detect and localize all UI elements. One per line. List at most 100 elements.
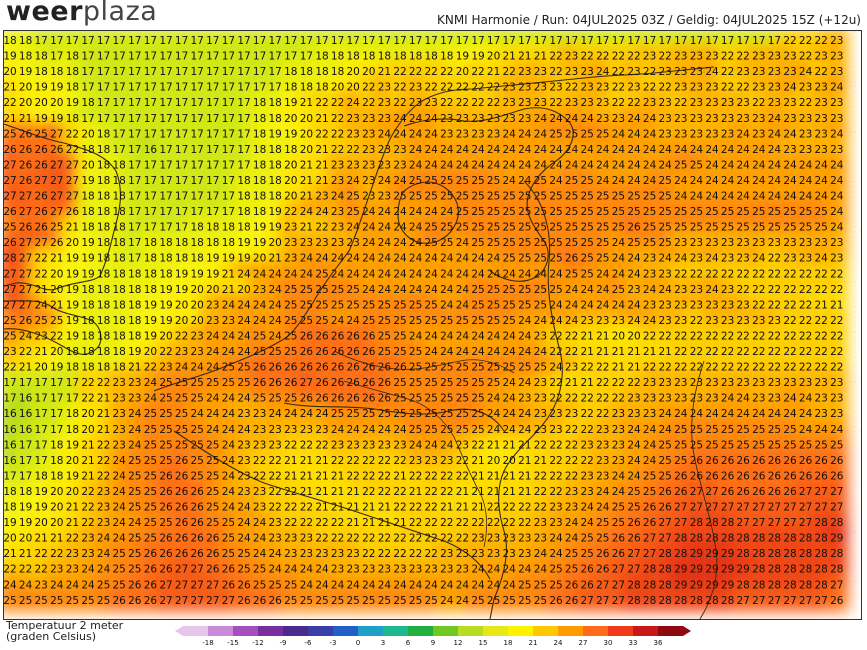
temperature-value: 27 [35, 237, 48, 249]
temperature-value: 22 [737, 268, 750, 280]
temperature-value: 24 [300, 564, 314, 576]
temperature-value: 26 [362, 377, 376, 389]
temperature-value: 23 [534, 66, 547, 78]
temperature-value: 23 [721, 237, 734, 249]
temperature-value: 18 [97, 362, 110, 374]
temperature-value: 22 [659, 362, 672, 374]
temperature-value: 17 [518, 35, 531, 47]
temperature-value: 24 [627, 268, 641, 280]
temperature-value: 18 [206, 222, 219, 234]
temperature-value: 23 [627, 82, 640, 94]
temperature-value: 23 [815, 97, 828, 109]
temperature-value: 24 [627, 455, 641, 467]
temperature-value: 28 [690, 517, 703, 529]
temperature-value: 23 [737, 299, 750, 311]
temperature-value: 23 [378, 439, 391, 451]
temperature-value: 21 [471, 502, 484, 514]
temperature-value: 23 [674, 128, 687, 140]
temperature-value: 22 [815, 330, 828, 342]
temperature-value: 23 [768, 377, 781, 389]
temperature-value: 23 [783, 66, 796, 78]
temperature-value: 25 [799, 222, 812, 234]
temperature-value: 22 [674, 330, 687, 342]
temperature-value: 18 [35, 470, 48, 482]
temperature-value: 25 [440, 237, 453, 249]
temperature-value: 23 [487, 533, 500, 545]
temperature-value: 26 [300, 330, 314, 342]
temperature-value: 24 [503, 579, 517, 591]
temperature-value: 24 [487, 393, 501, 405]
temperature-value: 24 [331, 424, 345, 436]
temperature-value: 25 [643, 191, 656, 203]
temperature-value: 18 [113, 346, 126, 358]
temperature-value: 25 [128, 548, 141, 560]
temperature-value: 26 [19, 128, 33, 140]
temperature-value: 25 [487, 237, 500, 249]
temperature-value: 23 [643, 393, 656, 405]
temperature-value: 18 [269, 175, 282, 187]
temperature-value: 22 [487, 517, 500, 529]
temperature-value: 26 [768, 470, 782, 482]
temperature-value: 23 [737, 66, 750, 78]
temperature-value: 24 [612, 144, 626, 156]
temperature-value: 23 [331, 222, 344, 234]
temperature-value: 24 [128, 439, 142, 451]
temperature-value: 24 [347, 222, 361, 234]
temperature-value: 19 [144, 299, 157, 311]
temperature-value: 24 [690, 144, 704, 156]
temperature-value: 24 [269, 408, 283, 420]
temperature-value: 17 [175, 222, 188, 234]
temperature-value: 21 [66, 502, 79, 514]
temperature-value: 22 [783, 330, 796, 342]
temperature-value: 18 [81, 206, 94, 218]
temperature-value: 22 [393, 533, 406, 545]
temperature-value: 24 [518, 377, 532, 389]
temperature-value: 25 [612, 191, 625, 203]
temperature-value: 22 [487, 502, 500, 514]
temperature-value: 24 [471, 268, 485, 280]
temperature-value: 17 [175, 35, 188, 47]
temperature-value: 17 [113, 144, 126, 156]
temperature-value: 23 [97, 486, 110, 498]
temperature-value: 26 [627, 222, 641, 234]
temperature-value: 17 [159, 97, 172, 109]
temperature-value: 24 [425, 128, 439, 140]
temperature-value: 24 [409, 222, 423, 234]
temperature-value: 22 [331, 97, 344, 109]
colorbar-segment [233, 626, 259, 636]
temperature-value: 18 [35, 51, 48, 63]
temperature-value: 26 [113, 595, 127, 607]
temperature-value: 23 [237, 455, 250, 467]
temperature-value: 20 [50, 346, 63, 358]
temperature-value: 20 [456, 66, 469, 78]
temperature-value: 23 [362, 564, 375, 576]
temperature-value: 29 [690, 548, 703, 560]
temperature-value: 24 [347, 424, 361, 436]
temperature-value: 24 [393, 579, 407, 591]
temperature-value: 25 [518, 253, 531, 265]
temperature-value: 23 [752, 66, 765, 78]
temperature-value: 23 [222, 315, 235, 327]
temperature-value: 26 [315, 362, 329, 374]
temperature-value: 26 [159, 486, 173, 498]
temperature-value: 18 [81, 284, 94, 296]
temperature-value: 24 [596, 502, 610, 514]
temperature-value: 23 [113, 408, 126, 420]
temperature-value: 25 [440, 377, 453, 389]
temperature-value: 25 [456, 377, 469, 389]
temperature-value: 21 [612, 362, 625, 374]
temperature-value: 25 [815, 439, 828, 451]
temperature-value: 25 [253, 393, 266, 405]
temperature-value: 27 [175, 595, 188, 607]
colorbar-max-arrow [683, 626, 691, 636]
temperature-value: 23 [456, 128, 469, 140]
temperature-value: 26 [19, 175, 33, 187]
temperature-value: 18 [159, 268, 172, 280]
temperature-value: 22 [97, 377, 110, 389]
temperature-value: 17 [159, 66, 172, 78]
temperature-value: 17 [503, 35, 516, 47]
weerplaza-logo[interactable]: weerplaza [6, 0, 157, 27]
temperature-value: 16 [144, 144, 158, 156]
temperature-value: 24 [565, 284, 579, 296]
temperature-value: 22 [721, 66, 734, 78]
